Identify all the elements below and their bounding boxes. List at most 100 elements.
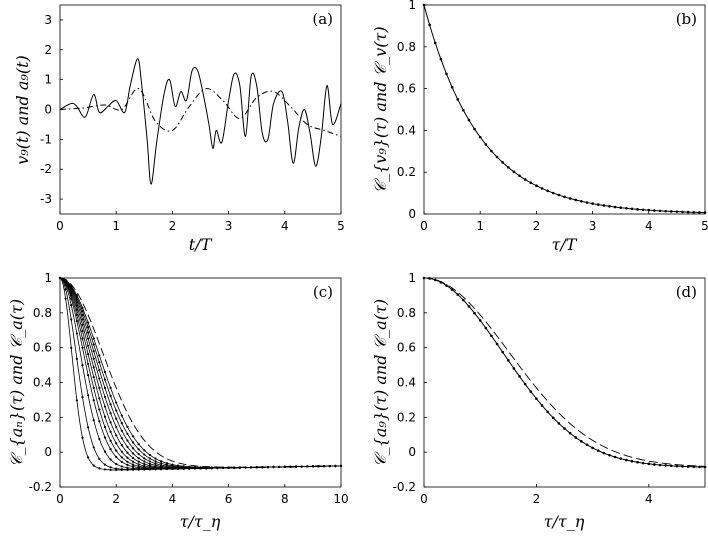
series-line bbox=[59, 277, 342, 470]
data-point bbox=[574, 198, 578, 202]
data-point bbox=[70, 318, 73, 321]
data-point bbox=[698, 465, 701, 469]
data-point bbox=[658, 209, 662, 213]
data-point bbox=[103, 426, 107, 429]
data-point bbox=[546, 410, 549, 414]
data-point bbox=[630, 207, 634, 211]
data-point bbox=[428, 277, 431, 280]
data-point bbox=[131, 465, 135, 468]
data-point bbox=[115, 462, 118, 466]
data-point bbox=[87, 426, 90, 429]
data-point bbox=[608, 204, 611, 208]
data-point bbox=[580, 199, 583, 203]
panel-d-ytick-label: -0.2 bbox=[393, 480, 416, 494]
data-point bbox=[540, 187, 544, 190]
data-point bbox=[115, 449, 118, 452]
data-point bbox=[210, 466, 213, 469]
data-point bbox=[131, 460, 135, 463]
series-line bbox=[59, 277, 342, 469]
data-point bbox=[75, 332, 78, 335]
data-point bbox=[422, 276, 426, 280]
data-point bbox=[636, 208, 639, 211]
data-point bbox=[131, 447, 135, 450]
data-point bbox=[580, 440, 583, 443]
data-point bbox=[98, 377, 101, 380]
data-point bbox=[137, 463, 140, 466]
series-line bbox=[59, 277, 342, 469]
data-point bbox=[115, 467, 118, 470]
data-point bbox=[103, 405, 107, 408]
data-point bbox=[681, 210, 684, 214]
panel-b-frame bbox=[423, 4, 706, 215]
data-point bbox=[692, 210, 696, 214]
panel-c-xtick-label: 10 bbox=[333, 492, 348, 506]
data-point bbox=[115, 425, 118, 429]
data-point bbox=[608, 453, 611, 457]
data-point bbox=[81, 310, 84, 313]
panel-c-ytick-label: 1 bbox=[44, 271, 52, 285]
panel-a-ytick-label: -2 bbox=[40, 162, 52, 176]
data-point bbox=[131, 441, 135, 444]
data-point bbox=[272, 465, 275, 469]
panel-b-ylabel: 𝒞_{v₉}(τ) and 𝒞_v(τ) bbox=[371, 26, 390, 193]
data-point bbox=[154, 460, 157, 463]
panel-d: (d) τ/τ_η 𝒞_{a₉}(τ) and 𝒞_a(τ) 0 2 4 1 0.8 0.… bbox=[371, 271, 707, 531]
data-point bbox=[92, 446, 95, 449]
data-point bbox=[92, 419, 95, 422]
data-point bbox=[529, 390, 533, 393]
data-point bbox=[115, 409, 118, 412]
data-point bbox=[115, 442, 118, 445]
data-point bbox=[109, 430, 112, 433]
data-point bbox=[109, 458, 112, 461]
data-point bbox=[176, 464, 180, 467]
data-point bbox=[636, 460, 639, 464]
data-point bbox=[568, 431, 572, 435]
data-point bbox=[87, 331, 90, 334]
data-point bbox=[120, 437, 123, 440]
data-point bbox=[535, 397, 538, 401]
data-point bbox=[591, 202, 594, 205]
data-point bbox=[109, 421, 112, 424]
data-point bbox=[109, 448, 112, 451]
panel-a-ytick-label: 2 bbox=[44, 43, 52, 57]
data-point bbox=[490, 334, 493, 338]
data-point bbox=[647, 208, 651, 212]
panel-a-ytick-label: 1 bbox=[44, 73, 52, 87]
data-point bbox=[131, 467, 135, 470]
panel-a-xtick-label: 2 bbox=[169, 219, 177, 233]
data-point bbox=[126, 451, 129, 454]
data-point bbox=[109, 403, 112, 406]
panel-a-xtick-label: 0 bbox=[56, 219, 64, 233]
panel-a-ticks: 0 1 2 3 4 5 3 2 1 0 -1 -2 -3 bbox=[40, 13, 345, 233]
data-point bbox=[641, 461, 645, 465]
data-point bbox=[148, 457, 152, 460]
data-point bbox=[171, 463, 174, 466]
data-point bbox=[450, 85, 454, 89]
data-point bbox=[81, 318, 84, 321]
data-point bbox=[81, 337, 84, 340]
data-point bbox=[137, 442, 140, 446]
data-point bbox=[120, 429, 123, 432]
data-point bbox=[154, 462, 157, 465]
panel-b-ytick-label: 0.2 bbox=[397, 165, 416, 179]
panel-a-xtick-label: 5 bbox=[337, 219, 345, 233]
data-point bbox=[165, 463, 168, 466]
data-point bbox=[507, 166, 510, 169]
panel-a-ytick-label: -3 bbox=[40, 192, 52, 206]
panel-b-ytick-label: 0.8 bbox=[397, 40, 416, 54]
series-line bbox=[59, 277, 342, 469]
data-point bbox=[98, 457, 101, 460]
data-point bbox=[456, 97, 460, 101]
data-point bbox=[630, 459, 634, 463]
data-point bbox=[154, 464, 157, 467]
data-point bbox=[148, 460, 152, 463]
data-point bbox=[103, 415, 107, 418]
data-point bbox=[109, 386, 112, 390]
panel-d-ylabel: 𝒞_{a₉}(τ) and 𝒞_a(τ) bbox=[371, 299, 390, 467]
data-point bbox=[143, 464, 146, 468]
data-point bbox=[675, 210, 679, 213]
panel-a-ytick-label: -1 bbox=[40, 132, 52, 146]
data-point bbox=[81, 346, 84, 349]
panel-d-xtick-label: 0 bbox=[420, 492, 428, 506]
data-point bbox=[87, 362, 90, 365]
